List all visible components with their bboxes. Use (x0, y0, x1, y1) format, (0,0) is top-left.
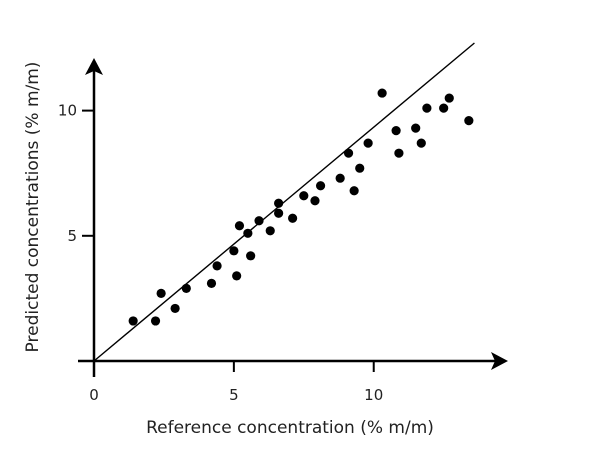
x-axis-arrowhead (491, 352, 508, 370)
data-point (355, 163, 365, 173)
x-tick-label: 0 (89, 386, 99, 404)
data-point (150, 316, 161, 326)
data-point (411, 123, 421, 133)
y-axis-title: Predicted concentrations (% m/m) (23, 62, 43, 353)
data-point (315, 181, 326, 191)
y-tick-label: 10 (58, 102, 77, 120)
data-point (234, 221, 245, 231)
axes (78, 58, 508, 377)
data-point (310, 196, 320, 206)
data-point (170, 303, 180, 314)
data-point (206, 278, 217, 288)
data-point (439, 103, 449, 113)
data-point (422, 103, 432, 113)
fit-line (93, 42, 475, 362)
plot-area (93, 42, 475, 362)
data-point (265, 226, 275, 236)
data-point (363, 138, 373, 148)
data-point (246, 251, 256, 261)
data-point (254, 216, 264, 226)
data-point (299, 191, 309, 201)
data-point (391, 126, 401, 136)
data-point (335, 173, 345, 183)
data-point (128, 316, 138, 326)
x-axis-title: Reference concentration (% m/m) (146, 418, 434, 438)
data-point (243, 228, 253, 238)
y-tick-label: 5 (67, 227, 77, 245)
data-point (156, 288, 166, 298)
data-point (212, 261, 222, 271)
data-point (444, 93, 454, 103)
data-point (349, 186, 359, 196)
data-point (377, 88, 387, 98)
x-tick-label: 10 (364, 386, 383, 404)
data-point (232, 271, 242, 281)
y-axis-arrowhead (85, 58, 103, 75)
data-point (416, 138, 426, 148)
data-point (288, 213, 298, 223)
x-tick-label: 5 (229, 386, 239, 404)
data-point (181, 283, 191, 293)
data-point (274, 208, 284, 218)
data-point (343, 148, 354, 158)
tick-labels: 0 5 10 5 10 (58, 102, 383, 404)
data-point (394, 148, 404, 158)
data-point (464, 116, 474, 126)
data-point (229, 246, 239, 256)
data-point (274, 198, 284, 208)
